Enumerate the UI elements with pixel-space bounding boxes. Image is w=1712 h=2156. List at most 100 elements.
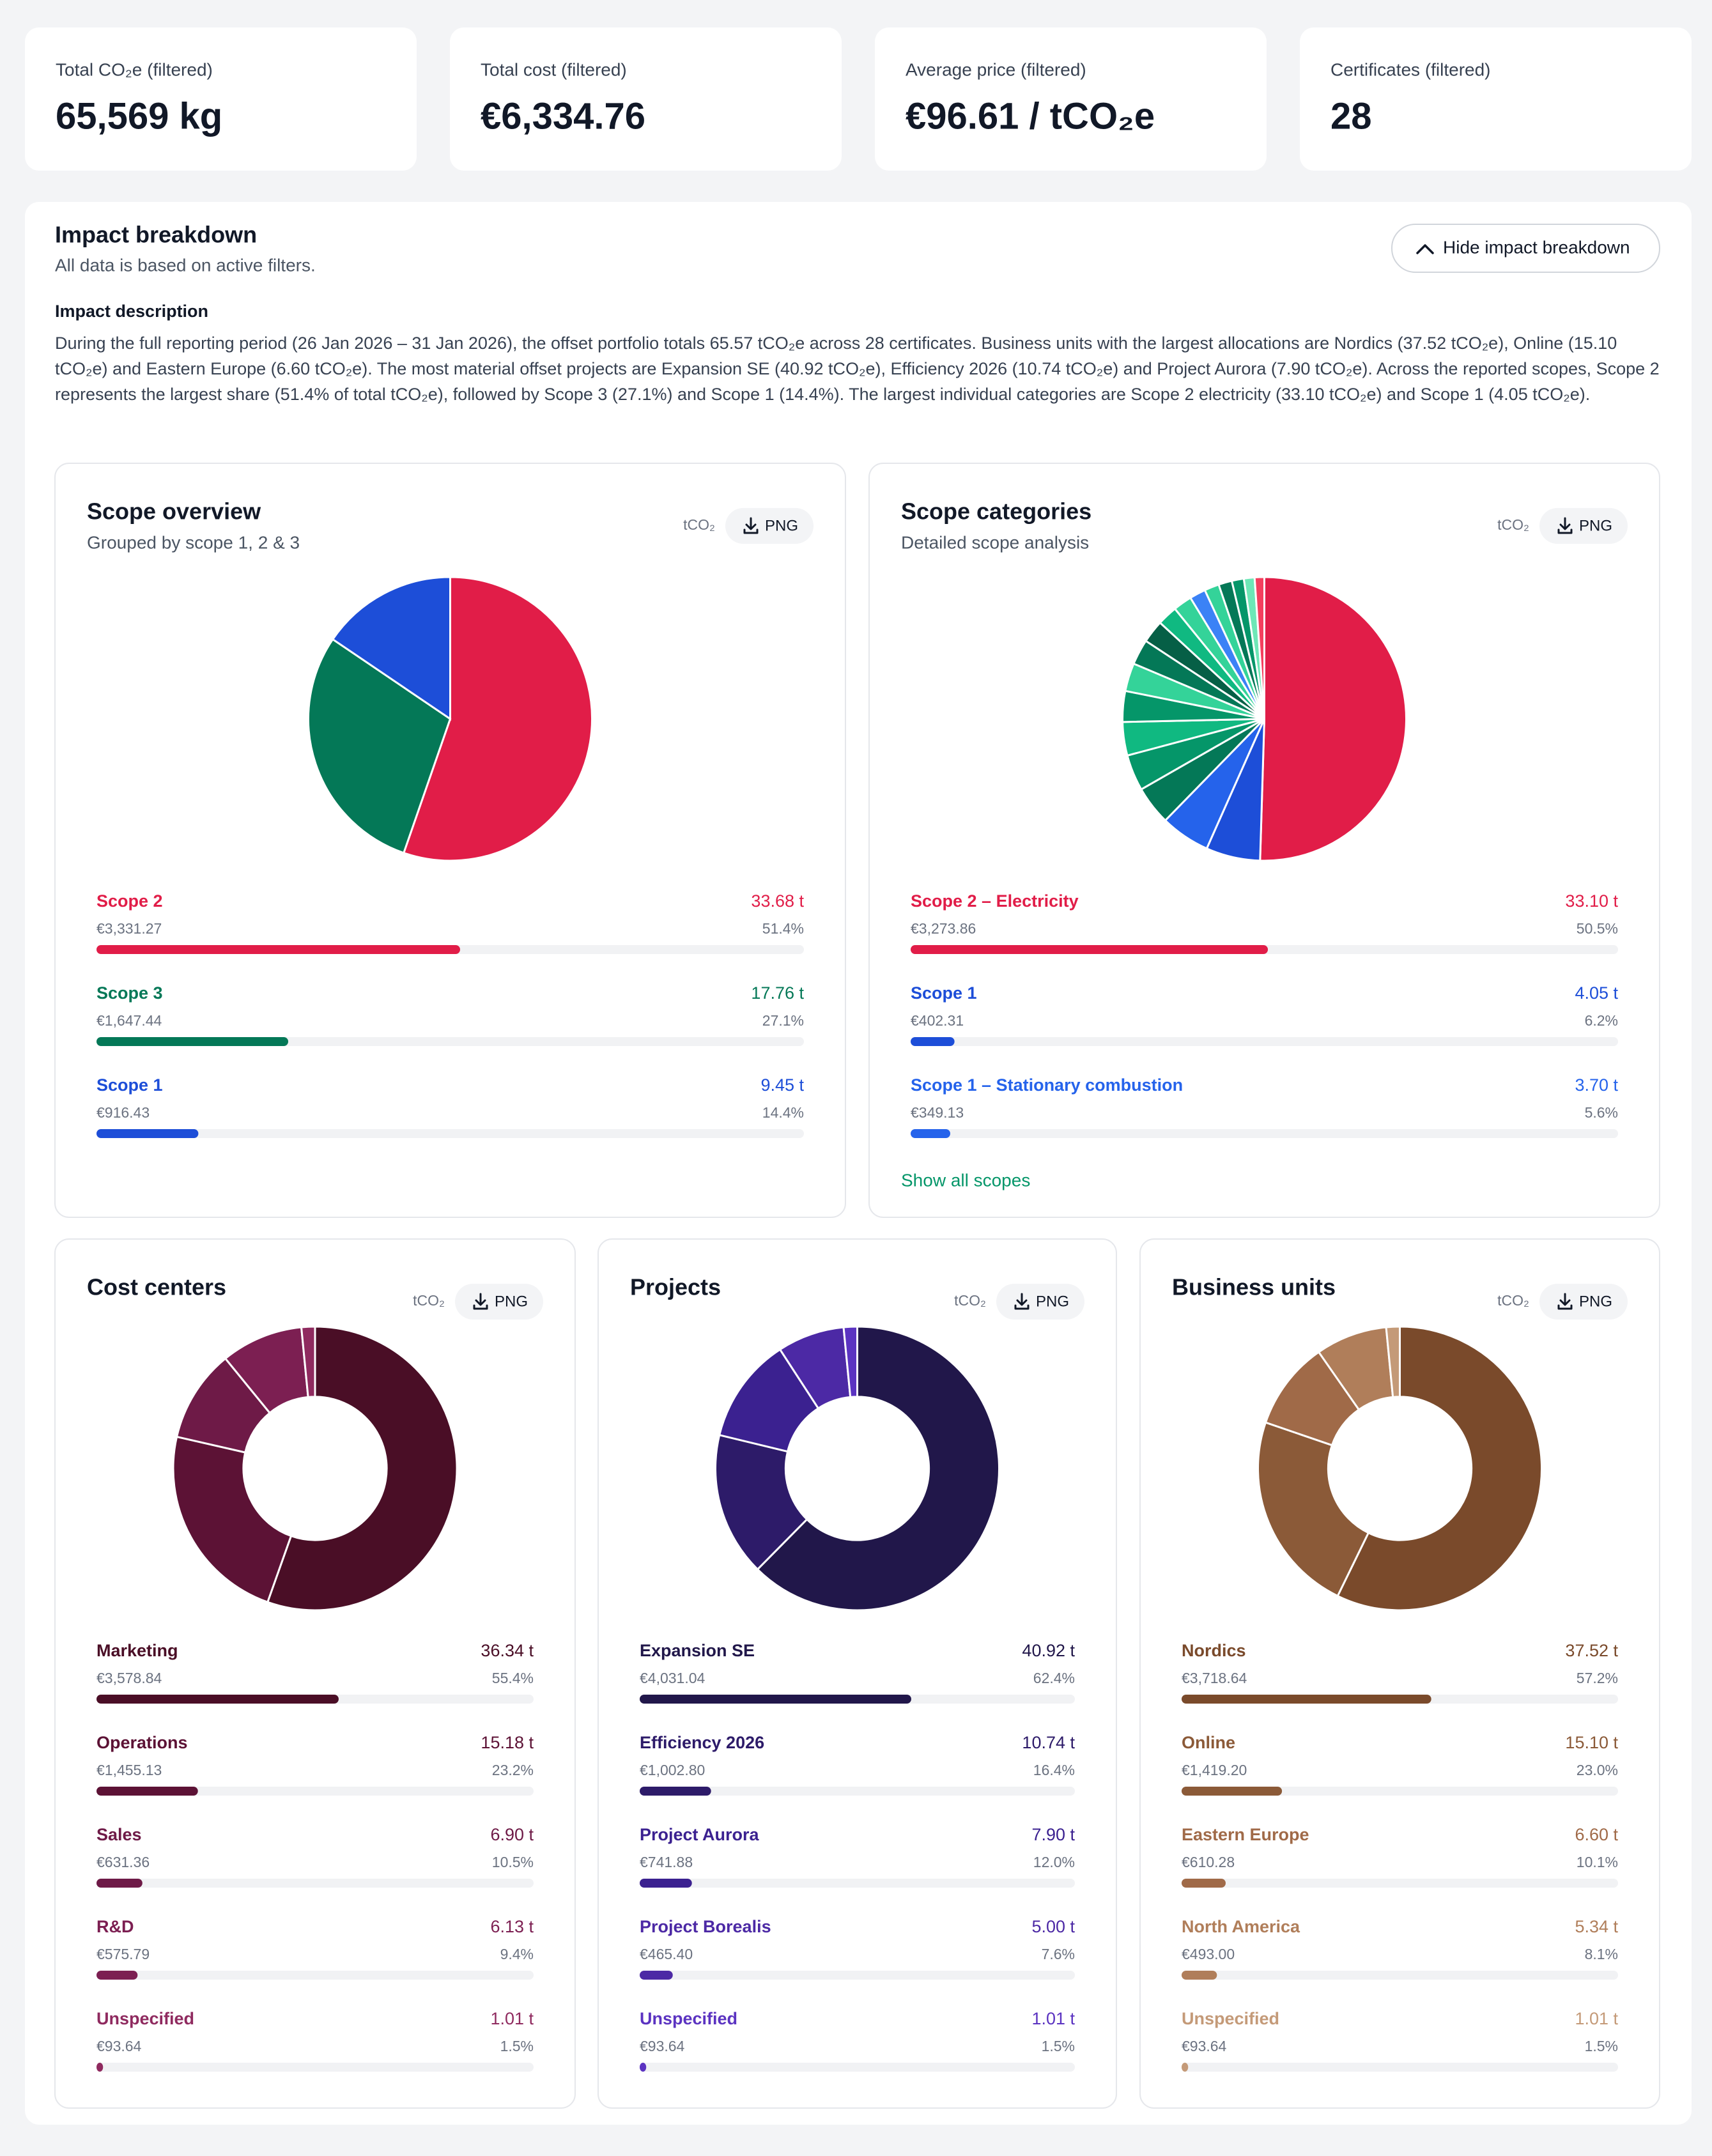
item-share: 27.1% [762, 1012, 804, 1029]
png-button[interactable]: PNG [1539, 508, 1628, 544]
slice [1257, 1421, 1370, 1598]
share-track [640, 1787, 1075, 1796]
item-cost: €3,273.86 [911, 920, 976, 937]
toggle-button-bg[interactable] [1391, 224, 1660, 273]
item-name: Operations [96, 1733, 188, 1752]
kpi-value: €96.61 / tCO₂e [906, 95, 1155, 137]
item-share: 23.2% [492, 1762, 534, 1778]
share-bar [96, 1129, 199, 1138]
png-button-bg[interactable] [1539, 508, 1628, 544]
item-share: 62.4% [1033, 1670, 1075, 1686]
share-track [640, 1971, 1075, 1980]
item-name: Scope 3 [96, 983, 163, 1003]
unit-label: tCO₂ [1497, 516, 1529, 533]
kpi-label: Total cost (filtered) [481, 59, 627, 79]
item-cost: €93.64 [1182, 2038, 1227, 2054]
item-name: Scope 2 [96, 891, 163, 911]
share-bar [1182, 1787, 1283, 1796]
item-value: 3.70 t [1575, 1075, 1618, 1095]
share-bar [96, 1037, 288, 1046]
panel-title: Impact breakdown [55, 222, 257, 248]
png-button-bg[interactable] [1539, 1284, 1628, 1320]
png-button-label[interactable]: PNG [1579, 1293, 1612, 1310]
item-name: Scope 1 [911, 983, 977, 1003]
chevron-icon [1416, 244, 1434, 254]
kpi-value: 65,569 kg [56, 95, 222, 137]
kpi-label: Certificates (filtered) [1330, 59, 1491, 79]
item-value: 4.05 t [1575, 983, 1618, 1003]
share-track [911, 1037, 1618, 1046]
show-all-link[interactable]: Show all scopes [901, 1170, 1030, 1190]
item-cost: €349.13 [911, 1104, 964, 1121]
chart-title: Business units [1172, 1274, 1336, 1300]
unit-label: tCO₂ [1497, 1292, 1529, 1309]
item-name: R&D [96, 1917, 134, 1936]
png-button[interactable]: PNG [725, 508, 814, 544]
share-bar [96, 1695, 339, 1704]
slice [266, 1325, 458, 1612]
item-name: Nordics [1182, 1641, 1246, 1660]
share-bar [96, 1787, 198, 1796]
item-value: 9.45 t [760, 1075, 804, 1095]
share-bar [911, 1129, 950, 1138]
item-value: 6.13 t [490, 1917, 534, 1936]
png-button[interactable]: PNG [455, 1284, 543, 1320]
png-button[interactable]: PNG [996, 1284, 1084, 1320]
toggle-button[interactable]: Hide impact breakdown [1391, 224, 1660, 273]
chart-title: Scope categories [901, 498, 1091, 525]
item-cost: €1,455.13 [96, 1762, 162, 1778]
png-button-label[interactable]: PNG [495, 1293, 528, 1310]
item-share: 8.1% [1585, 1946, 1618, 1962]
share-bar [640, 1695, 911, 1704]
png-button-bg[interactable] [996, 1284, 1084, 1320]
png-button[interactable]: PNG [1539, 1284, 1628, 1320]
png-button-bg[interactable] [725, 508, 814, 544]
impact-description: During the full reporting period (26 Jan… [55, 334, 1660, 404]
item-share: 12.0% [1033, 1854, 1075, 1870]
item-name: Scope 2 – Electricity [911, 891, 1079, 911]
item-name: Scope 1 – Stationary combustion [911, 1075, 1183, 1095]
download-icon [1557, 517, 1573, 534]
item-share: 55.4% [492, 1670, 534, 1686]
item-name: Unspecified [1182, 2009, 1279, 2028]
png-button-bg[interactable] [455, 1284, 543, 1320]
share-track [1182, 1879, 1618, 1888]
item-value: 6.90 t [490, 1825, 534, 1844]
share-bar [96, 1971, 138, 1980]
png-button-label[interactable]: PNG [765, 517, 798, 534]
item-cost: €402.31 [911, 1012, 964, 1029]
share-track [96, 1879, 534, 1888]
item-value: 33.68 t [751, 891, 804, 911]
description-title: Impact description [55, 302, 208, 321]
item-name: Unspecified [640, 2009, 737, 2028]
download-icon [473, 1293, 488, 1310]
toggle-label[interactable]: Hide impact breakdown [1443, 237, 1630, 257]
png-button-label[interactable]: PNG [1579, 517, 1612, 534]
item-value: 15.10 t [1565, 1733, 1618, 1752]
kpi-label: Average price (filtered) [906, 59, 1086, 79]
unit-label: tCO₂ [954, 1292, 986, 1309]
chart-title: Cost centers [87, 1274, 226, 1300]
item-value: 10.74 t [1022, 1733, 1075, 1752]
share-track [1182, 2063, 1618, 2072]
item-share: 7.6% [1042, 1946, 1075, 1962]
slice [307, 638, 452, 854]
kpi-label: Total CO₂e (filtered) [56, 59, 213, 79]
download-icon [743, 517, 759, 534]
item-name: Marketing [96, 1641, 178, 1660]
slice [331, 576, 451, 721]
download-icon [1014, 1293, 1030, 1310]
chart-subtitle: Grouped by scope 1, 2 & 3 [87, 532, 300, 552]
slice [300, 1325, 316, 1399]
item-value: 33.10 t [1565, 891, 1618, 911]
item-value: 36.34 t [481, 1641, 534, 1660]
share-bar [911, 945, 1269, 954]
png-button-label[interactable]: PNG [1036, 1293, 1069, 1310]
item-value: 5.34 t [1575, 1917, 1618, 1936]
item-share: 23.0% [1577, 1762, 1618, 1778]
item-share: 14.4% [762, 1104, 804, 1121]
kpi-card [1300, 27, 1692, 171]
share-track [640, 1879, 1075, 1888]
item-name: Scope 1 [96, 1075, 163, 1095]
